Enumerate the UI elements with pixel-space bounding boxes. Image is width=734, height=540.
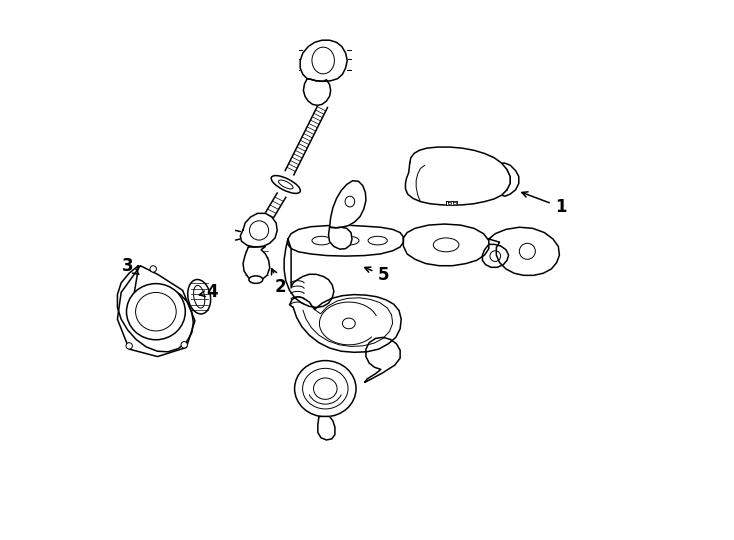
Ellipse shape	[313, 378, 337, 400]
Ellipse shape	[136, 293, 176, 331]
Ellipse shape	[343, 318, 355, 329]
Polygon shape	[288, 225, 404, 256]
Ellipse shape	[188, 280, 211, 314]
Polygon shape	[446, 200, 457, 205]
Polygon shape	[318, 416, 335, 440]
Ellipse shape	[345, 196, 355, 207]
Polygon shape	[501, 163, 519, 196]
Ellipse shape	[312, 237, 331, 245]
Polygon shape	[448, 201, 451, 204]
Text: 2: 2	[272, 269, 286, 296]
Ellipse shape	[433, 238, 459, 252]
Ellipse shape	[271, 176, 300, 193]
Polygon shape	[284, 239, 334, 307]
Text: 4: 4	[200, 284, 218, 301]
Ellipse shape	[312, 47, 335, 74]
Ellipse shape	[368, 237, 388, 245]
Ellipse shape	[340, 237, 359, 245]
Ellipse shape	[520, 244, 535, 259]
Text: 1: 1	[522, 192, 566, 216]
Polygon shape	[117, 266, 193, 352]
Ellipse shape	[181, 342, 187, 348]
Polygon shape	[117, 266, 195, 356]
Polygon shape	[330, 181, 366, 228]
Polygon shape	[482, 244, 509, 267]
Polygon shape	[303, 79, 330, 105]
Text: 3: 3	[122, 256, 139, 275]
Ellipse shape	[250, 221, 269, 240]
Ellipse shape	[490, 251, 501, 261]
Polygon shape	[453, 201, 456, 204]
Polygon shape	[300, 40, 347, 82]
Ellipse shape	[278, 180, 293, 189]
Ellipse shape	[126, 284, 185, 340]
Polygon shape	[489, 227, 559, 275]
Ellipse shape	[302, 368, 348, 409]
Ellipse shape	[194, 285, 205, 308]
Polygon shape	[243, 246, 269, 281]
Polygon shape	[240, 213, 277, 247]
Ellipse shape	[126, 343, 132, 349]
Polygon shape	[365, 338, 400, 382]
Polygon shape	[404, 224, 489, 266]
Text: 5: 5	[365, 266, 389, 285]
Ellipse shape	[150, 266, 156, 272]
Ellipse shape	[294, 361, 356, 417]
Polygon shape	[405, 147, 510, 205]
Ellipse shape	[249, 276, 263, 284]
Polygon shape	[329, 227, 352, 249]
Polygon shape	[289, 295, 401, 352]
